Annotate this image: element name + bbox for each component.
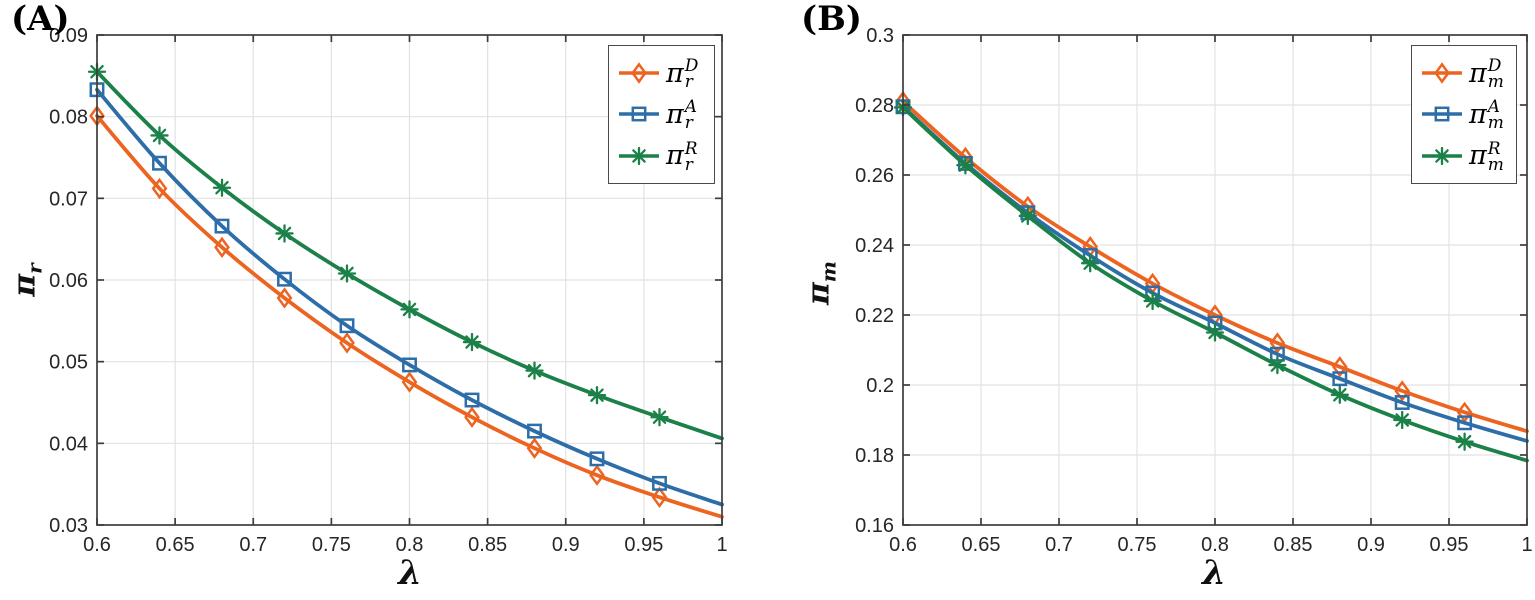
panel-b-y-label-base: π — [800, 282, 837, 305]
y-tick-label: 0.06 — [49, 270, 88, 292]
panel-a: 0.6 0.65 0.7 0.75 0.8 0.85 0.9 0.95 1 0.03 0.04 0.0… — [49, 25, 728, 556]
square-marker-icon — [1422, 107, 1462, 122]
tick-labels: 0.6 0.65 0.7 0.75 0.8 0.85 0.9 0.95 1 0.03 0.04 0.0… — [49, 25, 728, 556]
axis-box — [902, 34, 1528, 526]
x-tick-label: 0.85 — [468, 534, 507, 556]
y-tick-label: 0.07 — [49, 188, 88, 210]
x-tick-label: 0.65 — [156, 534, 195, 556]
markers-pi_m_A — [895, 99, 1473, 431]
markers-pi_r_R — [87, 62, 669, 427]
y-tick-label: 0.28 — [855, 95, 894, 117]
y-tick-label: 0.26 — [855, 165, 894, 187]
x-tick-label: 0.7 — [1045, 534, 1073, 556]
grid-lines — [903, 35, 1527, 525]
y-tick-label: 0.08 — [49, 107, 88, 129]
markers-pi_m_D — [895, 90, 1473, 424]
asterisk-marker-icon — [619, 146, 659, 165]
panel-b: 0.6 0.65 0.7 0.75 0.8 0.85 0.9 0.95 1 0.16 0.18 0.2… — [855, 25, 1533, 556]
panel-a-y-axis-label: πr — [6, 263, 47, 297]
x-tick-label: 0.75 — [1118, 534, 1157, 556]
panel-a-corner-label: (A) — [11, 0, 70, 39]
x-tick-label: 1 — [1521, 534, 1532, 556]
y-tick-label: 0.18 — [855, 445, 894, 467]
panel-b-y-label-sub: m — [816, 261, 841, 283]
diamond-marker-icon — [1422, 62, 1462, 84]
series-pi_r_A — [89, 82, 724, 507]
y-tick-label: 0.09 — [49, 25, 88, 47]
x-tick-label: 0.65 — [962, 534, 1001, 556]
panel-a-y-label-sub: r — [22, 263, 47, 274]
x-tick-label: 1 — [716, 534, 727, 556]
markers-pi_r_A — [89, 82, 667, 491]
markers-pi_r_D — [89, 105, 668, 508]
x-tick-label: 0.9 — [552, 534, 580, 556]
y-tick-label: 0.05 — [49, 352, 88, 374]
y-tick-label: 0.2 — [866, 375, 894, 397]
x-tick-label: 0.8 — [1201, 534, 1229, 556]
y-tick-label: 0.04 — [49, 433, 88, 455]
x-tick-label: 0.95 — [1430, 534, 1469, 556]
y-tick-label: 0.16 — [855, 515, 894, 537]
x-tick-label: 0.9 — [1357, 534, 1385, 556]
y-tick-label: 0.03 — [49, 515, 88, 537]
x-tick-label: 0.6 — [83, 534, 111, 556]
panel-b-y-axis-label: πm — [800, 261, 841, 305]
square-marker-icon — [619, 107, 659, 122]
x-tick-label: 0.95 — [624, 534, 663, 556]
panel-b-x-axis-label: λ — [1202, 553, 1226, 593]
panel-a-x-axis-label: λ — [398, 553, 422, 593]
y-tick-label: 0.3 — [866, 25, 894, 47]
x-tick-label: 0.7 — [239, 534, 267, 556]
y-tick-label: 0.24 — [855, 235, 894, 257]
tick-labels: 0.6 0.65 0.7 0.75 0.8 0.85 0.9 0.95 1 0.16 0.18 0.2… — [855, 25, 1533, 556]
panel-b-corner-label: (B) — [801, 0, 862, 39]
x-tick-label: 0.8 — [396, 534, 424, 556]
y-tick-label: 0.22 — [855, 305, 894, 327]
x-tick-label: 0.85 — [1274, 534, 1313, 556]
x-tick-label: 0.75 — [312, 534, 351, 556]
panel-a-y-label-base: π — [6, 273, 43, 297]
grid-lines — [97, 35, 722, 525]
axis-box — [96, 34, 723, 526]
diamond-marker-icon — [619, 62, 659, 84]
asterisk-marker-icon — [1422, 146, 1462, 165]
x-tick-label: 0.6 — [889, 534, 917, 556]
